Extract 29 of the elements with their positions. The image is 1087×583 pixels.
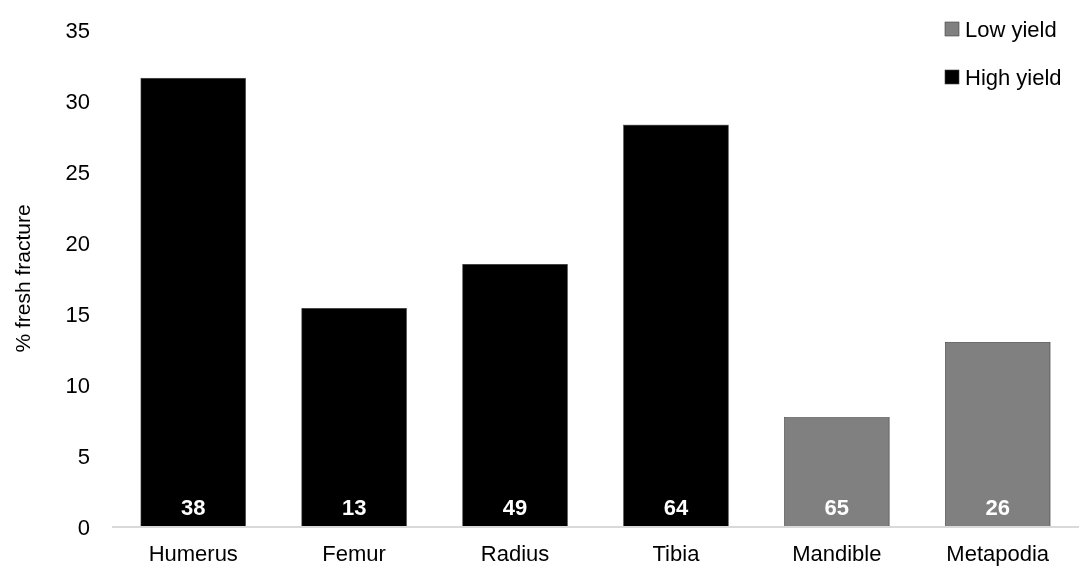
x-tick-label: Metapodia <box>946 541 1050 566</box>
bar <box>140 77 246 528</box>
y-tick-label: 30 <box>65 88 90 114</box>
annotation: 13 <box>341 495 367 520</box>
y-tick-label: 15 <box>65 301 90 327</box>
x-tick-label: Femur <box>322 541 386 566</box>
legend-label: Low yield <box>965 16 1057 42</box>
x-tick-label: Mandible <box>792 541 882 566</box>
y-tick-label: 35 <box>65 17 90 43</box>
annotation: 49 <box>502 495 528 520</box>
annotation: 65 <box>824 495 850 520</box>
annotation: 26 <box>985 495 1010 520</box>
bar <box>945 342 1051 528</box>
y-tick-label: 5 <box>77 443 90 469</box>
x-tick-label: Radius <box>480 541 550 566</box>
bar <box>462 264 568 528</box>
y-tick-label: 20 <box>65 230 90 256</box>
y-tick-label: 25 <box>65 159 90 185</box>
x-tick-label: Humerus <box>148 541 238 566</box>
legend-label: High yield <box>965 64 1062 90</box>
y-tick-label: 0 <box>77 514 90 540</box>
bar <box>623 124 729 528</box>
y-tick-label: 10 <box>65 372 90 398</box>
bar <box>784 417 890 528</box>
bar <box>301 308 407 528</box>
y-axis-title: % fresh fracture <box>11 204 34 353</box>
x-tick-label: Tibia <box>652 541 701 566</box>
annotation: 38 <box>181 495 206 520</box>
annotation: 64 <box>663 495 689 520</box>
